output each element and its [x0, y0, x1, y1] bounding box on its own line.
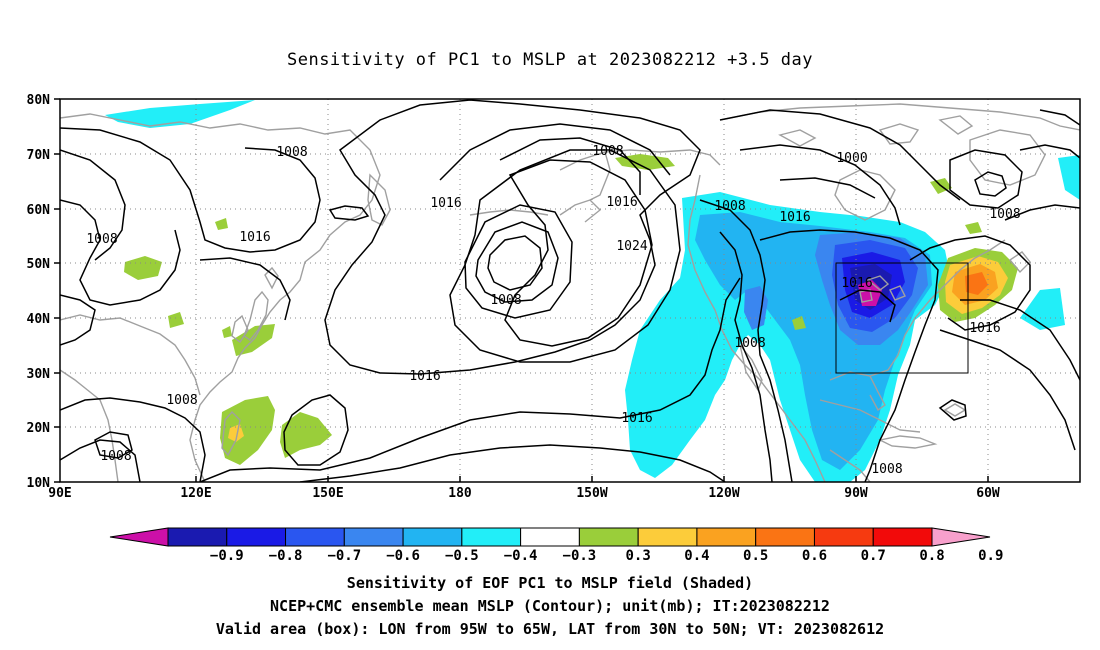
contour-label: 1016 [239, 230, 270, 245]
lon-label: 60W [976, 486, 1000, 501]
valid-area-box [835, 262, 969, 374]
colorbar-label: −0.9 [210, 548, 244, 564]
colorbar-box [696, 527, 757, 547]
caption-line-1: Sensitivity of EOF PC1 to MSLP field (Sh… [346, 574, 754, 592]
colorbar-box [343, 527, 404, 547]
coastlines [60, 103, 1080, 482]
shade-cyan-east-b [1020, 288, 1065, 330]
lat-ticks [54, 98, 60, 483]
contour-label: 1008 [714, 199, 745, 214]
contour-label: 1016 [969, 321, 1000, 336]
lon-label: 90E [48, 486, 71, 501]
colorbar-label: 0.8 [919, 548, 944, 564]
colorbar-labels: −0.9 −0.8 −0.7 −0.6 −0.5 −0.4 −0.3 0.3 0.4 0.5 0.6… [210, 548, 1004, 564]
colorbar-box [813, 527, 874, 547]
lat-label: 40N [27, 312, 51, 327]
lat-label: 20N [27, 421, 51, 436]
lon-label: 120W [708, 486, 739, 501]
contour-label: 1008 [871, 462, 902, 477]
shade-green-k [965, 222, 982, 234]
colorbar-box [872, 527, 933, 547]
contour-label: 1008 [100, 449, 131, 464]
shade-green-e [168, 312, 184, 328]
lat-label: 60N [27, 203, 51, 218]
lat-axis: 80N 70N 60N 50N 40N 30N 20N 10N [27, 93, 51, 491]
shade-yellow-h [228, 424, 244, 442]
colorbar-label: 0.6 [802, 548, 827, 564]
colorbar-box [578, 527, 639, 547]
lon-label: 150E [312, 486, 343, 501]
contour-label: 1024 [616, 239, 647, 254]
shade-green-a [615, 154, 675, 170]
lon-label: 90W [844, 486, 868, 501]
colorbar-label: −0.6 [386, 548, 420, 564]
shade-green-g [222, 326, 232, 338]
colorbar: −0.9 −0.8 −0.7 −0.6 −0.5 −0.4 −0.3 0.3 0.4 0.5 0.6… [109, 527, 1004, 564]
shaded-sensitivity [105, 100, 1080, 482]
colorbar-label: 0.4 [684, 548, 709, 564]
colorbar-boxes [167, 527, 933, 547]
colorbar-box [167, 527, 228, 547]
colorbar-label: 0.7 [861, 548, 886, 564]
colorbar-label: 0.9 [978, 548, 1003, 564]
contour-label: 1016 [779, 210, 810, 225]
colorbar-box [285, 527, 345, 547]
map-title: Sensitivity of PC1 to MSLP at 2023082212… [286, 50, 813, 70]
contour-label: 1008 [989, 207, 1020, 222]
lat-label: 80N [27, 93, 51, 108]
contour-label-group: 1008 1008 1016 1016 1008 1016 1024 1008 … [86, 144, 1020, 477]
colorbar-label: 0.3 [626, 548, 651, 564]
lon-label: 180 [448, 486, 472, 501]
lat-label: 50N [27, 257, 51, 272]
shade-cyan-north [105, 100, 255, 128]
colorbar-box [461, 527, 522, 547]
shade-green-d [215, 218, 228, 230]
colorbar-box [637, 527, 698, 547]
contour-label: 1016 [841, 276, 872, 291]
contour-label: 1016 [409, 369, 440, 384]
shade-green-j [792, 316, 806, 330]
lat-label: 70N [27, 148, 51, 163]
contour-label: 1008 [276, 145, 307, 160]
contour-label: 1008 [734, 336, 765, 351]
plot-frame [59, 98, 1081, 483]
caption-line-3: Valid area (box): LON from 95W to 65W, L… [215, 620, 885, 638]
contour-label: 1016 [621, 411, 652, 426]
mslp-contours [60, 99, 1080, 482]
lon-label: 120E [180, 486, 211, 501]
contour-label: 1008 [166, 393, 197, 408]
contour-label: 1008 [490, 293, 521, 308]
colorbar-box [402, 527, 463, 547]
contour-label: 1016 [606, 195, 637, 210]
shade-blue-06b [744, 286, 768, 330]
colorbar-label: −0.8 [269, 548, 303, 564]
lon-label: 150W [576, 486, 607, 501]
colorbar-left-arrow [109, 527, 169, 547]
shade-cyan-east-a [1058, 155, 1080, 200]
lon-axis: 90E 120E 150E 180 150W 120W 90W 60W [48, 486, 1000, 501]
contour-label: 1008 [86, 232, 117, 247]
colorbar-label: −0.4 [504, 548, 538, 564]
caption-line-2: NCEP+CMC ensemble mean MSLP (Contour); u… [270, 597, 830, 615]
colorbar-right-arrow [931, 527, 991, 547]
colorbar-box [755, 527, 815, 547]
colorbar-box [520, 527, 580, 547]
shade-red-warm [965, 272, 988, 295]
colorbar-label: −0.7 [327, 548, 361, 564]
colorbar-label: 0.5 [743, 548, 768, 564]
colorbar-label: −0.5 [445, 548, 479, 564]
lon-ticks [195, 476, 989, 482]
lat-label: 10N [27, 476, 51, 491]
colorbar-box [226, 527, 287, 547]
contour-label: 1008 [592, 144, 623, 159]
contour-label: 1016 [430, 196, 461, 211]
colorbar-label: −0.3 [563, 548, 597, 564]
lat-label: 30N [27, 367, 51, 382]
shade-green-i [280, 412, 332, 458]
shade-green-c [124, 256, 162, 280]
contour-label: 1000 [836, 151, 867, 166]
